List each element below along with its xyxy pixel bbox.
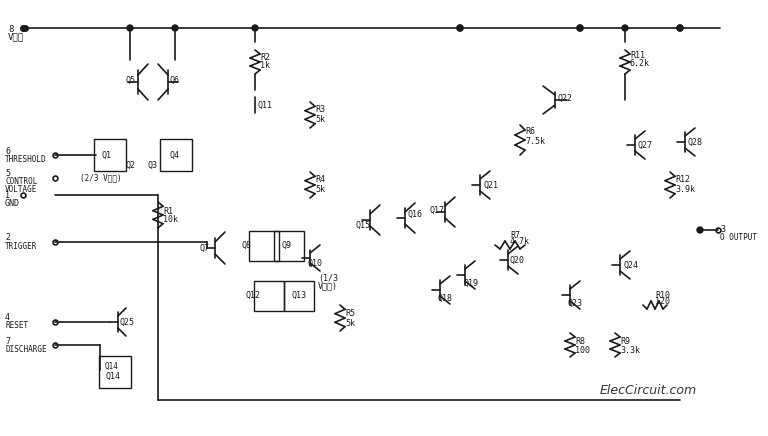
Text: 7: 7	[5, 337, 10, 345]
Text: 10k: 10k	[163, 215, 178, 224]
Text: Q15: Q15	[355, 221, 370, 229]
Circle shape	[127, 25, 133, 31]
Text: Q4: Q4	[170, 150, 180, 160]
Text: THRESHOLD: THRESHOLD	[5, 154, 47, 164]
Text: 4.7k: 4.7k	[510, 238, 530, 246]
Text: 2: 2	[5, 234, 10, 242]
Text: Q23: Q23	[568, 299, 583, 307]
Text: Q14: Q14	[105, 361, 119, 371]
Text: ElecCircuit.com: ElecCircuit.com	[600, 384, 697, 396]
Circle shape	[172, 25, 178, 31]
Text: Q19: Q19	[463, 279, 478, 287]
Text: Q28: Q28	[688, 137, 703, 146]
Text: R7: R7	[510, 231, 520, 239]
Text: O OUTPUT: O OUTPUT	[720, 234, 757, 242]
Text: DISCHARGE: DISCHARGE	[5, 344, 47, 354]
Text: RESET: RESET	[5, 321, 28, 330]
Text: R11: R11	[630, 51, 645, 59]
Text: Q3: Q3	[148, 160, 158, 170]
Text: 4: 4	[5, 313, 10, 323]
Text: Q22: Q22	[558, 93, 573, 102]
Text: Q18: Q18	[438, 293, 453, 303]
Circle shape	[457, 25, 463, 31]
Text: Q24: Q24	[623, 260, 638, 269]
Text: (1/3: (1/3	[318, 273, 338, 283]
Text: Q14: Q14	[105, 371, 120, 381]
Text: 5k: 5k	[315, 185, 325, 194]
Text: Q13: Q13	[292, 290, 307, 300]
Text: 3.3k: 3.3k	[620, 345, 640, 354]
Text: Q17: Q17	[430, 205, 445, 215]
Text: Q20: Q20	[510, 255, 525, 265]
Circle shape	[577, 25, 583, 31]
Text: 6.2k: 6.2k	[630, 59, 650, 68]
Text: R6: R6	[525, 127, 535, 136]
Text: R4: R4	[315, 176, 325, 184]
Text: R3: R3	[315, 106, 325, 115]
Text: VOLTAGE: VOLTAGE	[5, 184, 38, 194]
Text: R2: R2	[260, 52, 270, 61]
Text: Vᴄᴄ: Vᴄᴄ	[8, 33, 24, 41]
Text: Q11: Q11	[258, 101, 273, 109]
Circle shape	[677, 25, 683, 31]
Text: Vᴄᴄ): Vᴄᴄ)	[318, 282, 338, 290]
Text: 7.5k: 7.5k	[525, 137, 545, 146]
Text: 6: 6	[5, 146, 10, 156]
Text: 5: 5	[5, 170, 10, 178]
Text: R8: R8	[575, 337, 585, 345]
Circle shape	[697, 227, 703, 233]
Text: 1k: 1k	[260, 61, 270, 69]
Text: R1: R1	[163, 207, 173, 215]
Text: Q12: Q12	[246, 290, 261, 300]
Text: 5k: 5k	[315, 116, 325, 125]
Text: Q8: Q8	[241, 241, 251, 249]
Text: Q6: Q6	[170, 75, 180, 85]
Text: 120: 120	[655, 297, 670, 307]
Circle shape	[457, 25, 463, 31]
Text: Q9: Q9	[282, 241, 292, 249]
Circle shape	[677, 25, 683, 31]
Text: 3: 3	[720, 225, 725, 235]
Text: Q5: Q5	[126, 75, 136, 85]
Text: R12: R12	[675, 176, 690, 184]
Text: (2/3 Vᴄᴄ): (2/3 Vᴄᴄ)	[80, 174, 121, 183]
Text: Q27: Q27	[638, 140, 653, 150]
Circle shape	[622, 25, 628, 31]
Text: Q2: Q2	[125, 160, 135, 170]
Circle shape	[577, 25, 583, 31]
Text: Q1: Q1	[102, 150, 112, 160]
Text: GND: GND	[5, 198, 20, 208]
Text: Q21: Q21	[483, 181, 498, 190]
Text: Q10: Q10	[308, 259, 323, 268]
Text: 1: 1	[5, 191, 10, 200]
Text: Q16: Q16	[407, 210, 422, 218]
Text: R9: R9	[620, 337, 630, 345]
Text: 100: 100	[575, 345, 590, 354]
Text: R5: R5	[345, 309, 355, 317]
Text: R10: R10	[655, 290, 670, 300]
Text: 3.9k: 3.9k	[675, 185, 695, 194]
Text: Q7: Q7	[200, 243, 210, 252]
Text: CONTROL: CONTROL	[5, 177, 38, 187]
Text: 8: 8	[8, 25, 13, 34]
Text: 5k: 5k	[345, 319, 355, 327]
Text: TRIGGER: TRIGGER	[5, 242, 38, 251]
Circle shape	[252, 25, 258, 31]
Text: Q25: Q25	[120, 317, 135, 327]
